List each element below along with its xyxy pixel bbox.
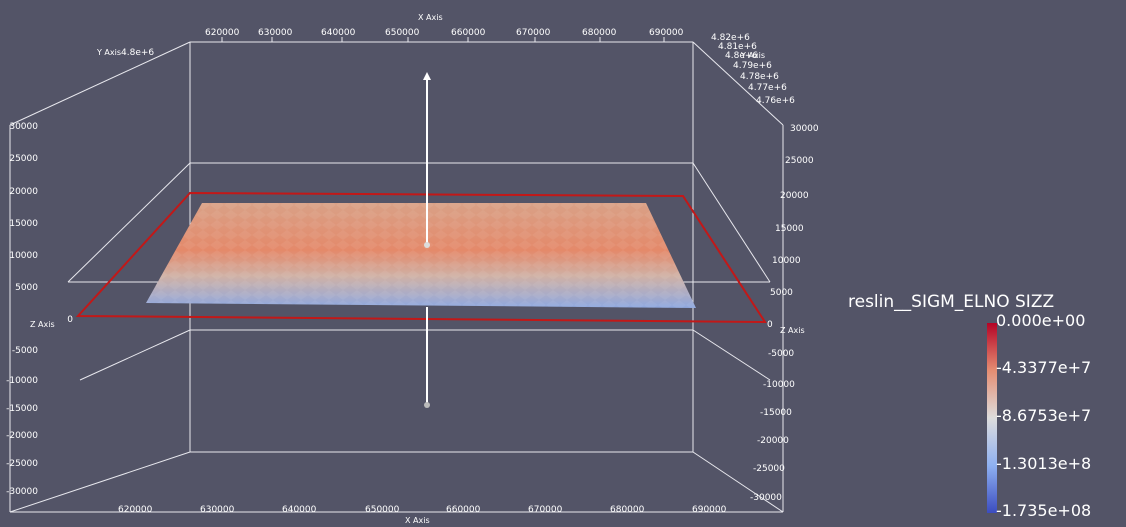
axis-arrow-widget[interactable] — [423, 72, 431, 408]
svg-text:630000: 630000 — [258, 28, 293, 38]
svg-text:4.77e+6: 4.77e+6 — [748, 83, 787, 93]
svg-text:690000: 690000 — [692, 505, 727, 515]
svg-text:4.79e+6: 4.79e+6 — [733, 61, 772, 71]
svg-text:660000: 660000 — [451, 28, 486, 38]
svg-text:0: 0 — [767, 320, 773, 330]
svg-text:660000: 660000 — [446, 505, 481, 515]
y-axis-title-left: Y Axis — [96, 48, 121, 57]
svg-text:670000: 670000 — [516, 28, 551, 38]
x-axis-tick-labels-bottom: 620000 630000 640000 650000 660000 67000… — [118, 505, 727, 515]
scalar-bar-label: -1.3013e+8 — [996, 454, 1092, 473]
y-axis-title-right: Y Axis — [740, 51, 765, 60]
svg-text:670000: 670000 — [528, 505, 563, 515]
svg-text:4.81e+6: 4.81e+6 — [718, 42, 757, 52]
svg-text:30000: 30000 — [790, 124, 819, 134]
svg-text:-5000: -5000 — [768, 349, 794, 359]
stress-surface — [146, 203, 696, 308]
scalar-bar-title: reslin__SIGM_ELNO SIZZ — [848, 292, 1055, 312]
svg-text:-10000: -10000 — [6, 376, 38, 386]
domain-outline — [75, 191, 767, 324]
svg-text:630000: 630000 — [200, 505, 235, 515]
svg-text:4.82e+6: 4.82e+6 — [711, 33, 750, 43]
scalar-bar[interactable] — [987, 323, 997, 513]
svg-text:-20000: -20000 — [757, 436, 789, 446]
svg-text:-15000: -15000 — [6, 404, 38, 414]
x-axis-title-top: X Axis — [418, 13, 443, 22]
svg-text:4.8e+6: 4.8e+6 — [725, 51, 758, 61]
svg-text:-25000: -25000 — [753, 464, 785, 474]
svg-text:4.78e+6: 4.78e+6 — [740, 72, 779, 82]
x-axis-top-ticks — [221, 37, 665, 42]
svg-text:-30000: -30000 — [750, 493, 782, 503]
svg-text:-30000: -30000 — [6, 487, 38, 497]
z-axis-title-left: Z Axis — [30, 320, 55, 329]
scalar-bar-label: -8.6753e+7 — [996, 406, 1092, 425]
svg-text:5000: 5000 — [15, 283, 38, 293]
svg-text:650000: 650000 — [385, 28, 420, 38]
svg-text:-10000: -10000 — [763, 380, 795, 390]
svg-text:640000: 640000 — [321, 28, 356, 38]
svg-text:5000: 5000 — [770, 288, 793, 298]
y-axis-tick-labels: 4.82e+6 4.81e+6 4.8e+6 4.79e+6 4.78e+6 4… — [711, 33, 795, 106]
scalar-bar-label-min: -1.735e+08 — [996, 501, 1092, 520]
svg-text:-25000: -25000 — [6, 459, 38, 469]
svg-text:25000: 25000 — [785, 156, 814, 166]
scalar-bar-label: -4.3377e+7 — [996, 358, 1092, 377]
svg-text:20000: 20000 — [780, 191, 809, 201]
z-axis-tick-labels-left: 30000 25000 20000 15000 10000 5000 0 -50… — [6, 122, 73, 497]
svg-text:650000: 650000 — [365, 505, 400, 515]
svg-text:640000: 640000 — [282, 505, 317, 515]
x-axis-tick-labels-top: 620000 630000 640000 650000 660000 67000… — [205, 28, 684, 38]
svg-text:680000: 680000 — [582, 28, 617, 38]
y-axis-tick-left: 4.8e+6 — [121, 48, 154, 58]
z-axis-tick-labels-right: 30000 25000 20000 15000 10000 5000 0 -50… — [750, 124, 819, 503]
x-axis-title-bottom: X Axis — [405, 516, 430, 523]
svg-text:-15000: -15000 — [760, 408, 792, 418]
svg-text:15000: 15000 — [9, 219, 38, 229]
svg-text:10000: 10000 — [9, 251, 38, 261]
z-axis-title-right: Z Axis — [780, 326, 805, 335]
svg-text:4.76e+6: 4.76e+6 — [756, 96, 795, 106]
svg-text:25000: 25000 — [9, 154, 38, 164]
svg-text:10000: 10000 — [772, 256, 801, 266]
svg-text:690000: 690000 — [649, 28, 684, 38]
svg-text:30000: 30000 — [9, 122, 38, 132]
svg-text:-5000: -5000 — [12, 346, 38, 356]
svg-text:620000: 620000 — [118, 505, 153, 515]
svg-text:20000: 20000 — [9, 187, 38, 197]
scalar-bar-label-max: 0.000e+00 — [996, 311, 1086, 330]
svg-text:-20000: -20000 — [6, 431, 38, 441]
svg-text:620000: 620000 — [205, 28, 240, 38]
svg-text:15000: 15000 — [775, 224, 804, 234]
svg-text:680000: 680000 — [610, 505, 645, 515]
cube-axes-grid — [9, 41, 784, 513]
svg-text:0: 0 — [67, 315, 73, 325]
